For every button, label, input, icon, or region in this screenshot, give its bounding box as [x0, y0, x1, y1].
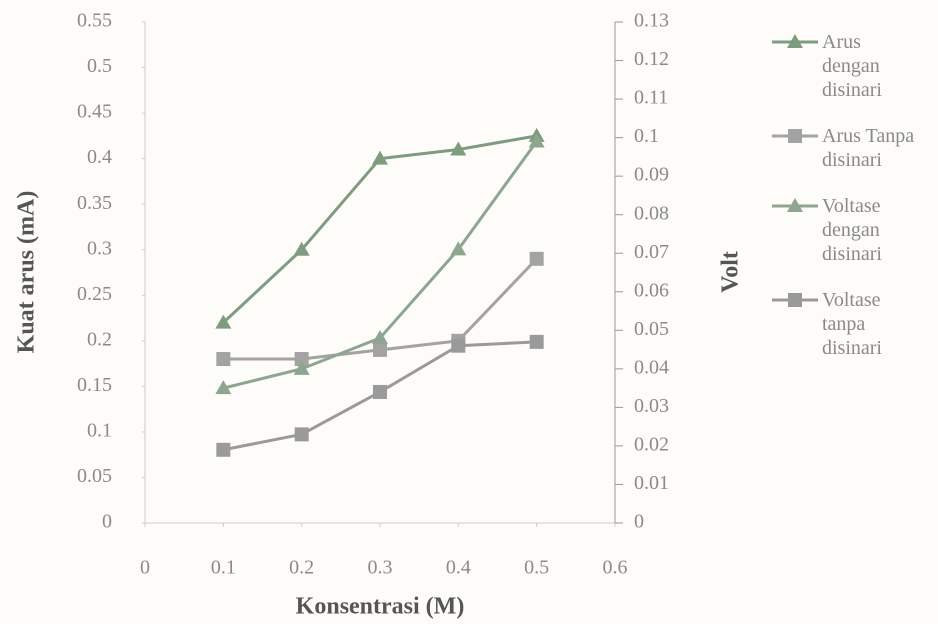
legend-item: Voltase tanpa disinari — [770, 288, 935, 360]
marker — [788, 293, 802, 307]
y-tick-label: 0.2 — [87, 328, 112, 350]
x-axis-title: Konsentrasi (M) — [296, 594, 465, 620]
marker — [295, 427, 309, 441]
legend-swatch — [770, 288, 820, 312]
y2-tick-label: 0.09 — [634, 164, 669, 186]
y2-tick-label: 0.06 — [634, 279, 669, 301]
y-tick-label: 0.25 — [77, 283, 112, 305]
y-tick-label: 0.5 — [87, 55, 112, 77]
legend-swatch — [770, 30, 820, 54]
x-tick-label: 0.1 — [211, 557, 236, 579]
y-tick-label: 0.15 — [77, 374, 112, 396]
legend-label: Arus Tanpa disinari — [822, 124, 917, 172]
marker — [216, 443, 230, 457]
y-tick-label: 0.1 — [87, 420, 112, 442]
y2-tick-label: 0.05 — [634, 318, 669, 340]
x-tick-label: 0.2 — [289, 557, 314, 579]
y2-tick-label: 0.11 — [634, 87, 668, 109]
y2-axis-title: Volt — [718, 251, 744, 293]
y2-tick-label: 0 — [634, 511, 644, 533]
legend-swatch — [770, 194, 820, 218]
y2-tick-label: 0.03 — [634, 395, 669, 417]
x-tick-label: 0.4 — [446, 557, 471, 579]
x-tick-label: 0 — [140, 557, 150, 579]
marker — [373, 343, 387, 357]
legend-item: Arus Tanpa disinari — [770, 124, 935, 172]
marker — [373, 385, 387, 399]
legend-label: Arus dengan disinari — [822, 30, 917, 102]
legend-label: Voltase tanpa disinari — [822, 288, 917, 360]
marker — [216, 352, 230, 366]
legend-label: Voltase dengan disinari — [822, 194, 917, 266]
y2-tick-label: 0.08 — [634, 202, 669, 224]
y-axis-title: Kuat arus (mA) — [14, 191, 40, 354]
marker — [530, 335, 544, 349]
legend-swatch — [770, 124, 820, 148]
y2-tick-label: 0.02 — [634, 434, 669, 456]
legend: Arus dengan disinari Arus Tanpa disinari V… — [770, 30, 935, 382]
y-tick-label: 0 — [102, 511, 112, 533]
legend-item: Arus dengan disinari — [770, 30, 935, 102]
legend-item: Voltase dengan disinari — [770, 194, 935, 266]
y2-tick-label: 0.04 — [634, 356, 669, 378]
y-tick-label: 0.35 — [77, 192, 112, 214]
y2-tick-label: 0.07 — [634, 241, 669, 263]
marker — [530, 252, 544, 266]
marker — [451, 339, 465, 353]
y-tick-label: 0.3 — [87, 237, 112, 259]
x-tick-label: 0.3 — [368, 557, 393, 579]
y-tick-label: 0.4 — [87, 146, 112, 168]
marker — [788, 129, 802, 143]
y2-tick-label: 0.12 — [634, 48, 669, 70]
page: Konsentrasi (M) Kuat arus (mA) Volt 0 0.0… — [0, 0, 938, 624]
y2-tick-label: 0.1 — [634, 125, 659, 147]
y-tick-label: 0.45 — [77, 101, 112, 123]
y-tick-label: 0.55 — [77, 10, 112, 32]
y2-tick-label: 0.01 — [634, 472, 669, 494]
y2-tick-label: 0.13 — [634, 10, 669, 32]
x-tick-label: 0.5 — [524, 557, 549, 579]
y-tick-label: 0.05 — [77, 465, 112, 487]
x-tick-label: 0.6 — [603, 557, 628, 579]
